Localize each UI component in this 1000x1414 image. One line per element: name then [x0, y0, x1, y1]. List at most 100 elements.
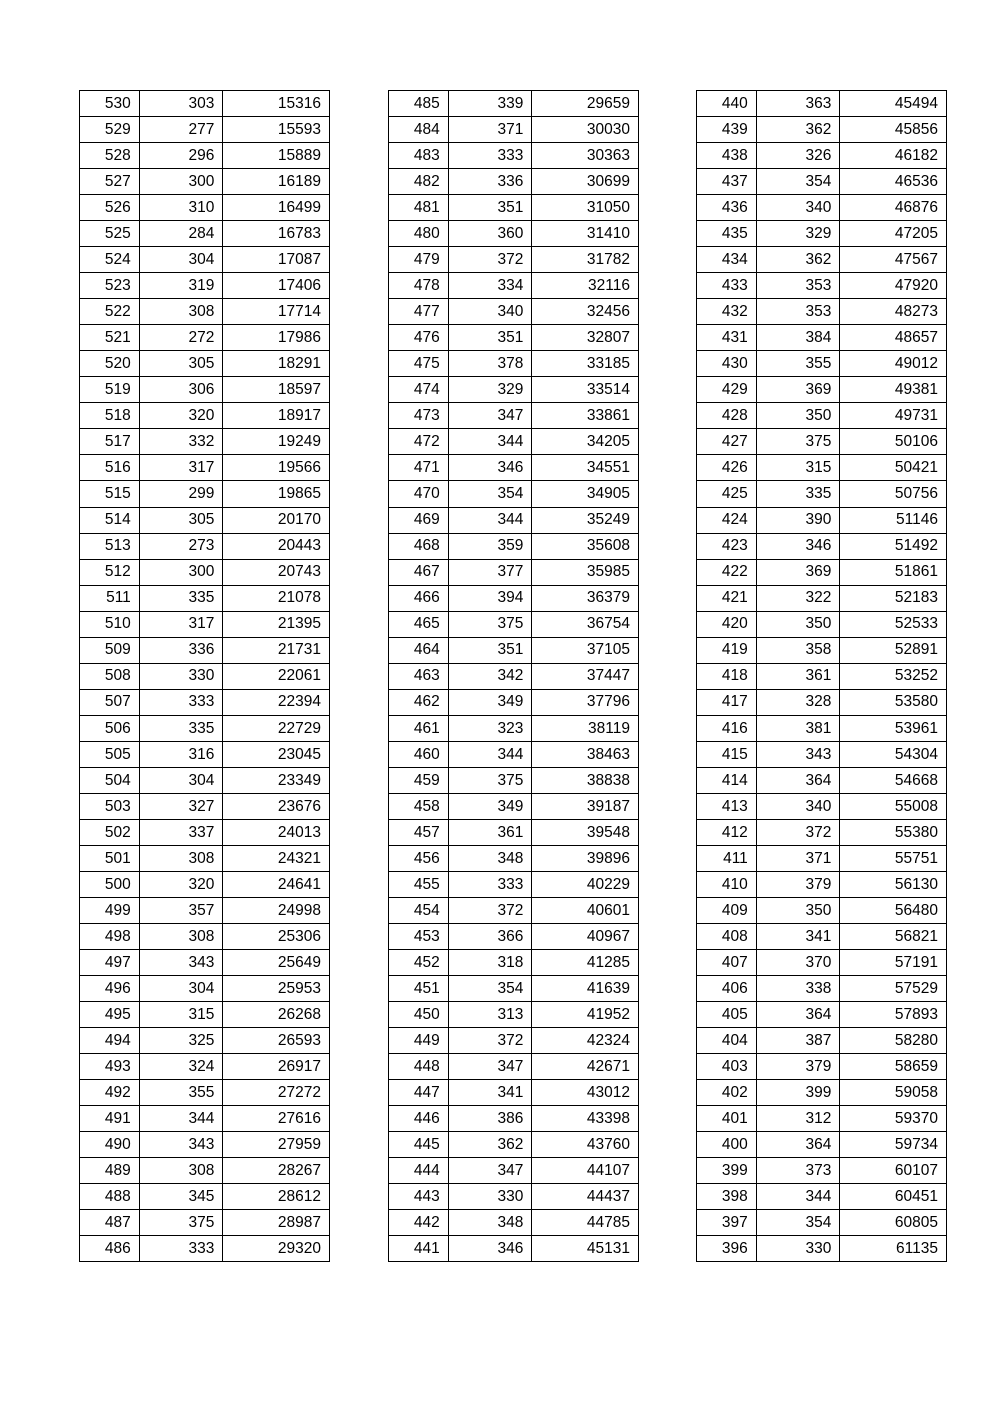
cumulative-cell: 16783	[222, 220, 330, 248]
score-cell: 442	[388, 1209, 449, 1237]
cumulative-cell: 39548	[531, 818, 639, 846]
cumulative-cell: 20743	[222, 558, 330, 586]
score-cell: 470	[388, 480, 449, 508]
count-cell: 364	[755, 1131, 841, 1159]
cumulative-cell: 41952	[531, 1001, 639, 1029]
cumulative-cell: 52891	[839, 636, 947, 664]
cumulative-cell: 18291	[222, 350, 330, 378]
cumulative-cell: 21078	[222, 584, 330, 612]
count-cell: 342	[447, 662, 533, 690]
score-cell: 409	[696, 896, 757, 925]
cumulative-cell: 48657	[839, 324, 947, 352]
table-row: 427 375 50106	[696, 428, 947, 456]
score-cell: 420	[696, 610, 757, 638]
table-row: 411 371 55751	[696, 844, 947, 872]
table-row: 434 362 47567	[696, 246, 947, 274]
score-cell: 483	[388, 142, 449, 170]
score-cell: 484	[388, 116, 449, 144]
cumulative-cell: 25306	[222, 922, 330, 951]
count-cell: 375	[447, 766, 533, 794]
count-cell: 375	[755, 428, 841, 456]
cumulative-cell: 17087	[222, 246, 330, 274]
cumulative-cell: 19865	[222, 480, 330, 508]
cumulative-cell: 52533	[839, 610, 947, 638]
count-cell: 325	[138, 1027, 224, 1055]
cumulative-cell: 24013	[222, 818, 330, 846]
cumulative-cell: 16189	[222, 168, 330, 196]
score-cell: 396	[696, 1235, 757, 1263]
score-cell: 432	[696, 298, 757, 326]
score-cell: 404	[696, 1027, 757, 1055]
count-cell: 362	[447, 1131, 533, 1159]
count-cell: 344	[755, 1183, 841, 1211]
table-row: 459 375 38838	[388, 766, 639, 794]
cumulative-cell: 23349	[222, 766, 330, 794]
score-cell: 430	[696, 350, 757, 378]
score-table-2: 485 339 29659 484 371 30030 483 333 30363 482 336 3…	[388, 89, 639, 1263]
cumulative-cell: 17406	[222, 272, 330, 300]
cumulative-cell: 50106	[839, 428, 947, 456]
count-cell: 333	[447, 142, 533, 170]
score-cell: 467	[388, 558, 449, 586]
score-cell: 421	[696, 584, 757, 612]
count-cell: 375	[138, 1209, 224, 1237]
table-row: 403 379 58659	[696, 1053, 947, 1081]
score-cell: 416	[696, 714, 757, 742]
score-cell: 408	[696, 922, 757, 951]
count-cell: 305	[138, 506, 224, 534]
score-cell: 406	[696, 975, 757, 1003]
cumulative-cell: 38838	[531, 766, 639, 794]
table-row: 398 344 60451	[696, 1183, 947, 1211]
cumulative-cell: 22729	[222, 714, 330, 742]
score-cell: 426	[696, 454, 757, 482]
score-cell: 482	[388, 168, 449, 196]
count-cell: 346	[447, 454, 533, 482]
score-cell: 423	[696, 532, 757, 560]
score-cell: 514	[79, 506, 140, 534]
count-cell: 340	[755, 792, 841, 820]
score-cell: 529	[79, 116, 140, 144]
cumulative-cell: 28267	[222, 1157, 330, 1185]
cumulative-cell: 27272	[222, 1079, 330, 1107]
count-cell: 350	[755, 610, 841, 638]
count-cell: 360	[447, 220, 533, 248]
table-row: 482 336 30699	[388, 168, 639, 196]
score-cell: 412	[696, 818, 757, 846]
cumulative-cell: 51492	[839, 532, 947, 560]
table-row: 509 336 21731	[79, 636, 330, 664]
count-cell: 333	[138, 1235, 224, 1263]
table-row: 513 273 20443	[79, 532, 330, 560]
score-cell: 528	[79, 142, 140, 170]
score-cell: 414	[696, 766, 757, 794]
count-cell: 323	[447, 714, 533, 742]
score-cell: 525	[79, 220, 140, 248]
count-cell: 320	[138, 870, 224, 898]
count-cell: 315	[755, 454, 841, 482]
table-row: 421 322 52183	[696, 584, 947, 612]
count-cell: 349	[447, 688, 533, 716]
score-table-3: 440 363 45494 439 362 45856 438 326 46182 437 354 4…	[696, 89, 947, 1263]
score-cell: 452	[388, 949, 449, 977]
count-cell: 340	[755, 194, 841, 222]
table-row: 491 344 27616	[79, 1105, 330, 1133]
table-row: 426 315 50421	[696, 454, 947, 482]
score-cell: 463	[388, 662, 449, 690]
score-cell: 500	[79, 870, 140, 898]
score-cell: 422	[696, 558, 757, 586]
cumulative-cell: 36379	[531, 584, 639, 612]
table-row: 413 340 55008	[696, 792, 947, 820]
table-row: 404 387 58280	[696, 1027, 947, 1055]
table-row: 453 366 40967	[388, 922, 639, 951]
table-row: 418 361 53252	[696, 662, 947, 690]
score-cell: 415	[696, 740, 757, 768]
count-cell: 322	[755, 584, 841, 612]
count-cell: 333	[138, 688, 224, 716]
table-row: 514 305 20170	[79, 506, 330, 534]
count-cell: 353	[755, 272, 841, 300]
table-row: 519 306 18597	[79, 376, 330, 404]
score-cell: 429	[696, 376, 757, 404]
cumulative-cell: 42671	[531, 1053, 639, 1081]
count-cell: 336	[447, 168, 533, 196]
score-cell: 496	[79, 975, 140, 1003]
score-cell: 449	[388, 1027, 449, 1055]
